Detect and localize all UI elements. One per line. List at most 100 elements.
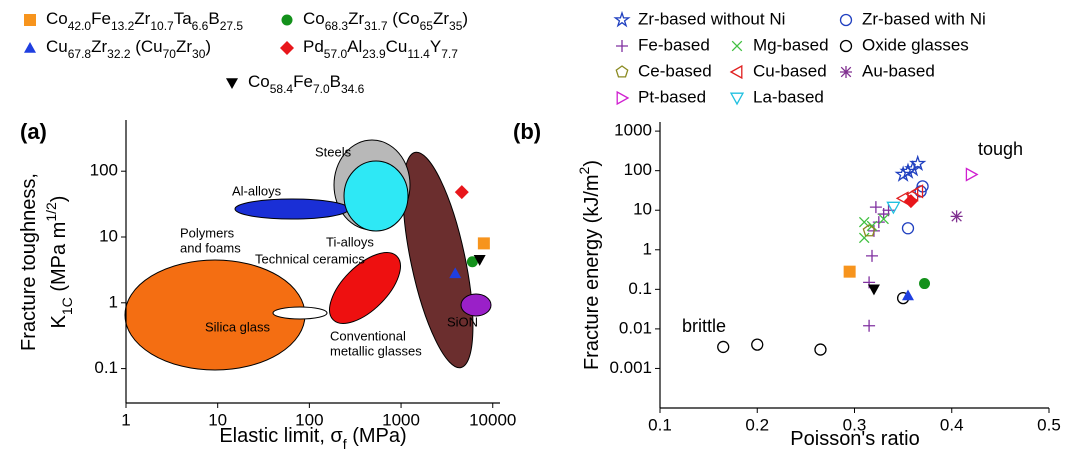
text-run: Fe — [293, 72, 313, 91]
legend-label: Co42.0Fe13.2Zr10.7Ta6.6B27.5 — [46, 9, 243, 33]
legend-label: La-based — [753, 87, 824, 106]
marker — [473, 255, 486, 266]
marker — [717, 340, 730, 354]
annotation: Ti-alloys — [326, 234, 374, 249]
text-run: Cu — [46, 37, 68, 56]
text-run: B — [330, 72, 341, 91]
marker — [863, 319, 876, 332]
marker — [862, 224, 876, 237]
region-metallic-glasses — [402, 151, 474, 369]
y-tick-label: 1000 — [614, 121, 652, 140]
text-run: K — [48, 314, 70, 328]
annotation: Al-alloys — [232, 183, 282, 198]
text-run: ) — [462, 9, 468, 28]
text-run: 67.8 — [68, 47, 92, 61]
text-run: Zr — [176, 37, 192, 56]
y-tick-label: 1 — [643, 239, 652, 258]
x-axis-label: Elastic limit, σf (MPa) — [219, 425, 406, 451]
marker — [901, 289, 914, 301]
text-run: 32.2 — [107, 47, 131, 61]
legend-marker — [616, 90, 630, 106]
text-run: Zr — [348, 9, 364, 28]
y-tick-label: 0.1 — [94, 358, 118, 377]
legend-marker — [24, 42, 36, 53]
text-run: 70 — [163, 47, 177, 61]
annotation: Polymers — [180, 225, 235, 240]
x-tick-label: 0.2 — [745, 415, 769, 434]
y-tick-label: 10 — [633, 200, 652, 219]
x-tick-label: 10000 — [469, 410, 516, 429]
region-al-alloys — [234, 198, 350, 220]
marker — [901, 222, 915, 235]
text-run: 7.0 — [313, 82, 330, 96]
y-tick-label: 1 — [109, 292, 118, 311]
text-run: Fe — [91, 9, 111, 28]
text-run: ) — [48, 196, 70, 203]
legend-marker — [615, 65, 629, 78]
text-run: 23.9 — [362, 47, 386, 61]
text-run: 57.0 — [324, 47, 348, 61]
marker — [894, 165, 912, 182]
text-run: 35 — [449, 19, 463, 33]
marker — [866, 249, 879, 262]
text-run: Co — [46, 9, 68, 28]
y-axis-label: Fracture energy (kJ/m2) — [576, 160, 604, 370]
text-run: (Co — [388, 9, 420, 28]
text-run: 27.5 — [220, 19, 244, 33]
marker — [878, 213, 889, 225]
annotation: brittle — [682, 316, 726, 336]
y-tick-label: 100 — [624, 160, 652, 179]
text-run: Zr — [134, 9, 150, 28]
legend-marker — [24, 14, 36, 26]
region-silica — [272, 306, 328, 320]
legend-label: Au-based — [862, 61, 935, 80]
legend-marker — [731, 40, 743, 52]
text-run: Fracture toughness, — [18, 173, 40, 351]
marker — [867, 284, 880, 296]
panel-label: (a) — [20, 119, 47, 144]
text-run: B — [208, 9, 219, 28]
x-tick-label: 0.5 — [1037, 415, 1061, 434]
y-tick-label: 0.01 — [619, 318, 652, 337]
marker — [449, 267, 462, 279]
text-run: Ta — [174, 9, 193, 28]
legend-label: Co68.3Zr31.7 (Co65Zr35) — [303, 9, 468, 33]
legend-marker — [613, 10, 631, 28]
region-ti-alloys — [343, 160, 409, 232]
y-tick-label: 100 — [90, 161, 118, 180]
legend-label: Oxide glasses — [862, 35, 969, 54]
legend-marker — [840, 66, 852, 78]
legend-marker — [226, 78, 238, 89]
region-sion — [460, 293, 492, 317]
text-run: Pd — [303, 37, 324, 56]
material-regions — [124, 139, 492, 371]
marker — [843, 265, 856, 278]
text-run: Poisson's ratio — [790, 428, 919, 450]
legend-label: Co58.4Fe7.0B34.6 — [248, 72, 365, 96]
text-run: 11.4 — [407, 47, 430, 61]
text-run: Y — [430, 37, 441, 56]
annotation: metallic glasses — [330, 343, 422, 358]
x-axis-label: Poisson's ratio — [790, 428, 919, 450]
annotation: Silica glass — [205, 319, 271, 334]
legend-label: Zr-based with Ni — [862, 9, 986, 28]
annotation: Steels — [315, 144, 352, 159]
marker — [477, 237, 490, 250]
text-run: 65 — [420, 19, 434, 33]
marker — [814, 343, 827, 356]
text-run: f — [343, 436, 347, 452]
region-ceramics — [329, 252, 401, 324]
legend-label: Pt-based — [638, 87, 706, 106]
text-run: 68.3 — [325, 19, 349, 33]
text-run: Cu — [386, 37, 408, 56]
text-run: 31.7 — [364, 19, 388, 33]
legend-marker — [281, 14, 293, 26]
legend-label: Cu67.8Zr32.2 (Cu70Zr30) — [46, 37, 211, 61]
x-tick-label: 0.1 — [648, 415, 672, 434]
text-run: 30 — [192, 47, 206, 61]
marker — [965, 167, 979, 182]
text-run: 1C — [59, 297, 75, 315]
annotation: tough — [978, 139, 1023, 159]
marker — [872, 216, 885, 229]
